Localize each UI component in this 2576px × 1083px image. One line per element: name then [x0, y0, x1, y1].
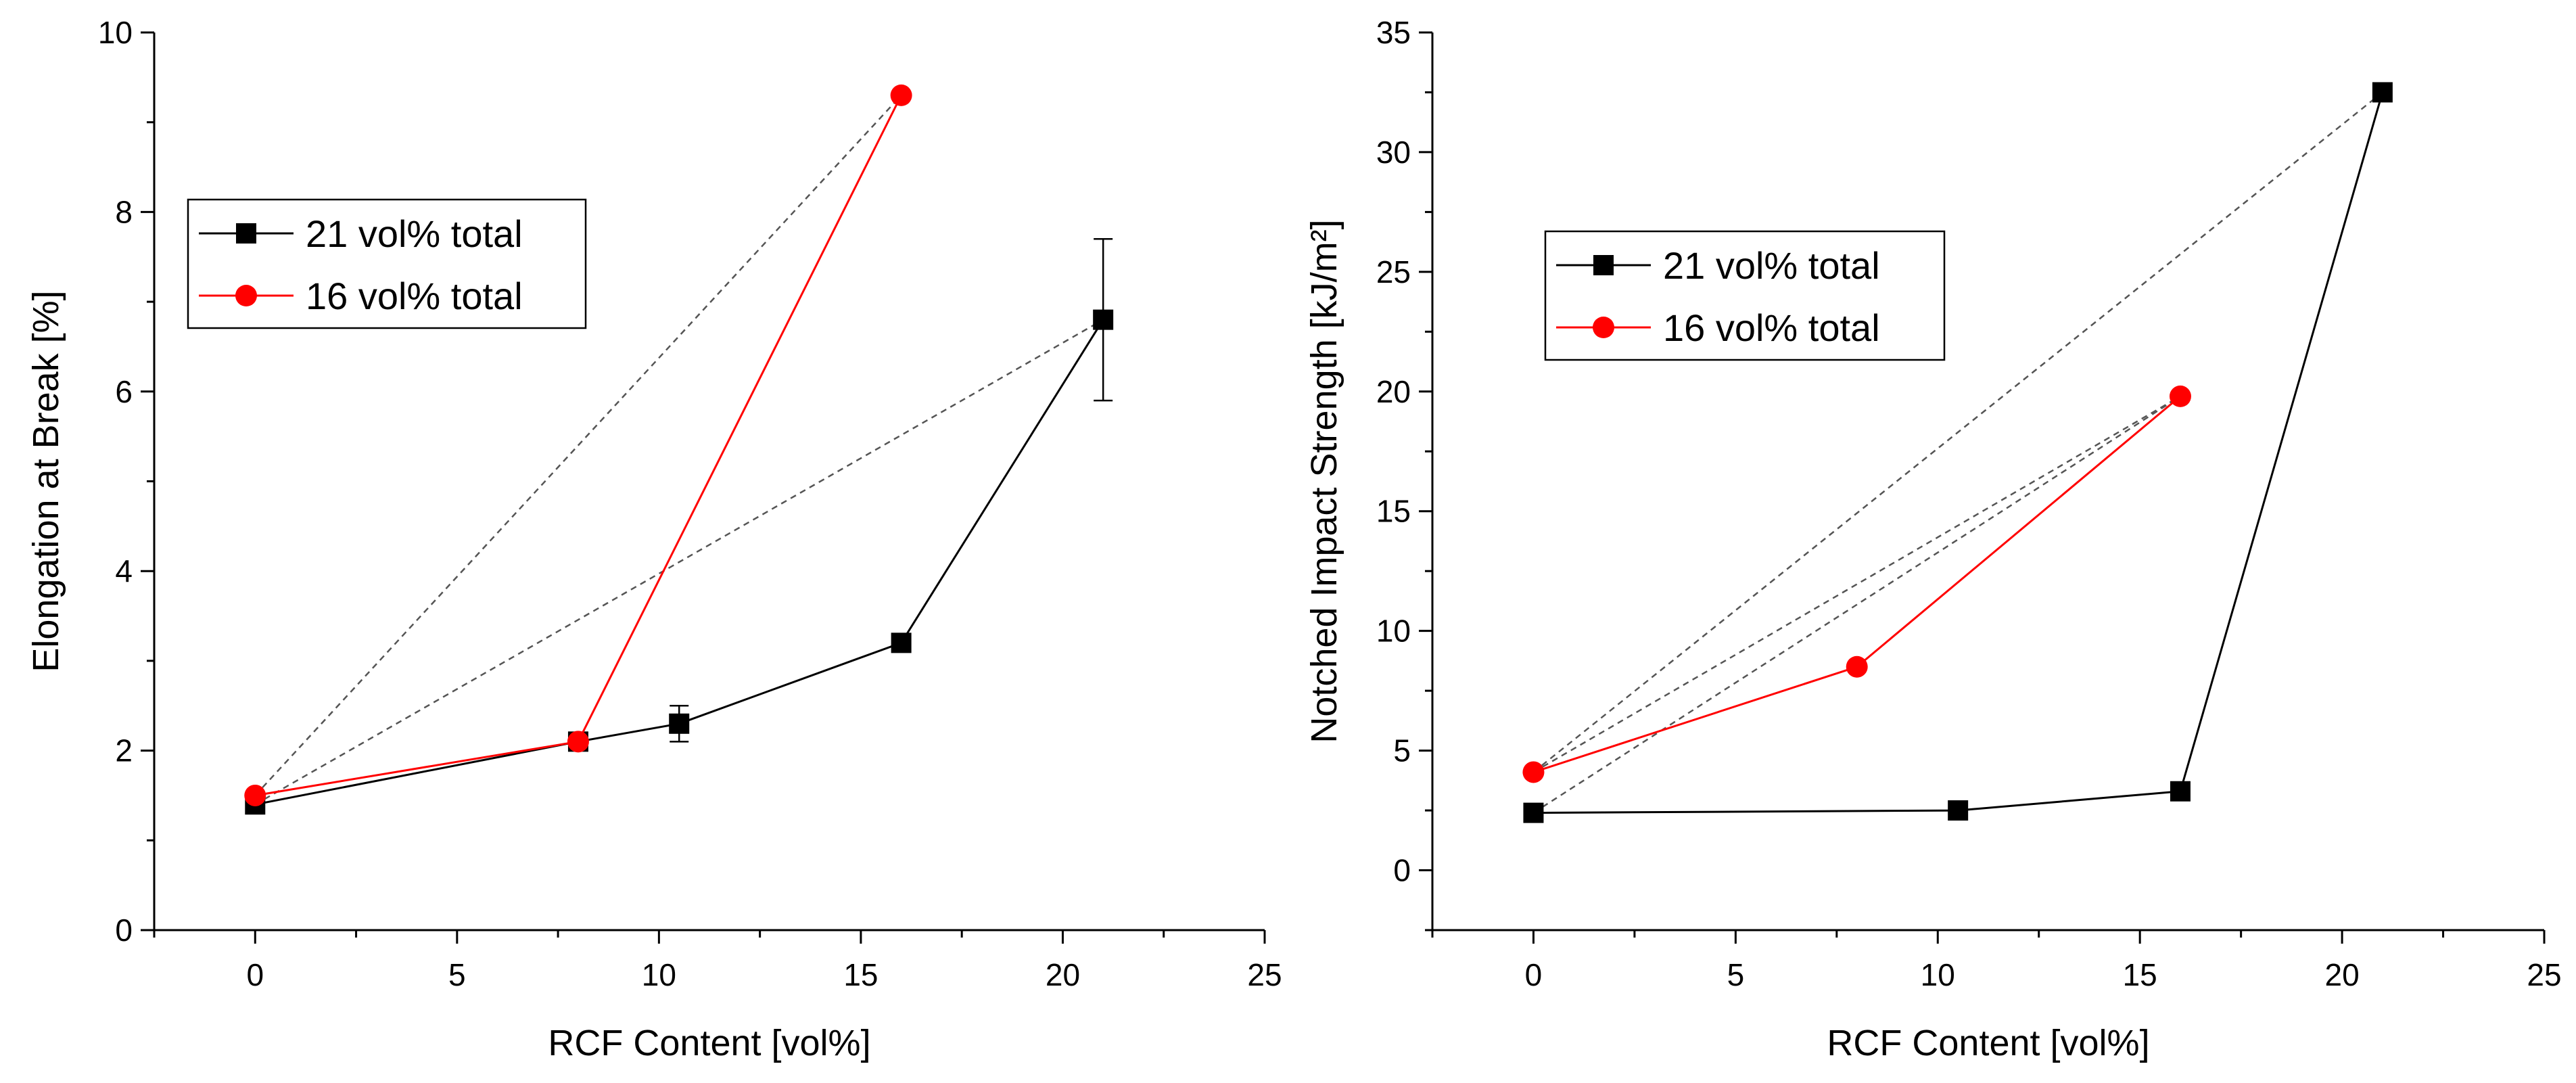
dashed-guide-line: [1532, 91, 2383, 773]
data-point: [2372, 82, 2393, 103]
y-tick-label: 6: [115, 374, 133, 409]
y-tick-label: 35: [1376, 15, 1411, 50]
x-tick-label: 0: [246, 957, 264, 992]
dashed-guide-line: [1532, 395, 2181, 814]
y-tick-label: 0: [1393, 853, 1411, 888]
legend-marker: [1593, 317, 1614, 338]
legend-label: 21 vol% total: [1663, 244, 1880, 287]
y-tick-label: 10: [1376, 614, 1411, 649]
x-tick-label: 5: [1727, 957, 1745, 992]
data-point: [1948, 800, 1969, 821]
y-tick-label: 20: [1376, 374, 1411, 409]
data-point: [244, 784, 266, 806]
y-tick-label: 10: [98, 15, 133, 50]
x-tick-label: 0: [1525, 957, 1543, 992]
y-tick-label: 0: [115, 913, 133, 948]
data-point: [890, 84, 912, 106]
data-point: [2169, 385, 2191, 407]
x-tick-label: 25: [1247, 957, 1282, 992]
data-point: [669, 713, 690, 734]
y-axis-title: Notched Impact Strength [kJ/m²]: [1304, 219, 1344, 743]
x-tick-label: 15: [843, 957, 878, 992]
x-tick-label: 25: [2527, 957, 2561, 992]
x-tick-label: 5: [448, 957, 466, 992]
impact-strength-chart: 0 5 10 15 20 25 0 5 10 15 20 25 30 35 RCF Content [vol…: [1304, 15, 2562, 1063]
dashed-guide-line: [254, 95, 902, 796]
x-tick-label: 10: [642, 957, 676, 992]
x-axis-title: RCF Content [vol%]: [548, 1023, 870, 1063]
y-tick-label: 5: [1393, 733, 1411, 768]
y-tick-label: 15: [1376, 494, 1411, 529]
data-point: [567, 731, 589, 753]
data-point: [1523, 802, 1544, 823]
legend: [187, 198, 587, 329]
y-tick-label: 8: [115, 194, 133, 229]
x-tick-label: 20: [1046, 957, 1080, 992]
series-line: [1533, 92, 2384, 814]
legend-label: 16 vol% total: [306, 275, 523, 317]
data-point: [1846, 655, 1868, 678]
x-tick-label: 10: [1921, 957, 1955, 992]
legend-marker: [235, 285, 257, 306]
elongation-chart: 0 5 10 15 20 25 0 2 4 6 8 10 RCF Content [vol%] Elong…: [26, 15, 1282, 1063]
y-tick-label: 4: [115, 553, 133, 589]
legend-label: 21 vol% total: [306, 212, 523, 255]
legend-marker: [236, 223, 256, 244]
data-point: [1522, 761, 1545, 783]
data-point: [2170, 781, 2191, 802]
x-tick-label: 20: [2325, 957, 2360, 992]
data-point: [1093, 309, 1114, 330]
y-axis-title: Elongation at Break [%]: [26, 290, 66, 672]
y-tick-label: 30: [1376, 135, 1411, 170]
dashed-guide-line: [1532, 395, 2181, 773]
x-axis-title: RCF Content [vol%]: [1827, 1023, 2149, 1063]
legend: [1544, 230, 1946, 361]
y-tick-label: 25: [1376, 254, 1411, 290]
y-tick-label: 2: [115, 733, 133, 768]
legend-marker: [1593, 255, 1614, 275]
data-point: [891, 632, 912, 653]
legend-label: 16 vol% total: [1663, 306, 1880, 349]
x-tick-label: 15: [2123, 957, 2157, 992]
dashed-guide-line: [254, 319, 1104, 806]
